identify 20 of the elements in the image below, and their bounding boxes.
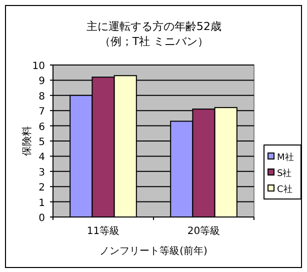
legend-label: M社 bbox=[277, 152, 294, 163]
y-tick-label: 9 bbox=[38, 76, 45, 88]
y-tick-label: 1 bbox=[38, 198, 45, 209]
y-tick-label: 2 bbox=[38, 182, 45, 194]
y-tick-label: 6 bbox=[38, 122, 45, 133]
legend-label: S社 bbox=[277, 168, 292, 179]
y-tick-label: 7 bbox=[38, 106, 45, 118]
chart-title: 主に運転する方の年齢52歳 bbox=[86, 20, 222, 33]
y-tick-label: 5 bbox=[38, 137, 45, 148]
y-tick-label: 3 bbox=[38, 167, 45, 178]
y-tick-label: 4 bbox=[38, 152, 45, 164]
x-tick-label: 20等級 bbox=[187, 225, 220, 237]
legend-label: C社 bbox=[277, 184, 292, 195]
chart-subtitle: （例；T社 ミニバン） bbox=[99, 35, 209, 48]
x-axis-title: ノンフリート等級(前年) bbox=[100, 245, 208, 257]
y-tick-label: 8 bbox=[38, 91, 45, 102]
y-tick-label: 0 bbox=[38, 213, 45, 224]
y-axis-title: 保険料 bbox=[21, 126, 33, 156]
y-tick-label: 10 bbox=[32, 61, 45, 72]
x-tick-label: 11等級 bbox=[86, 225, 120, 237]
